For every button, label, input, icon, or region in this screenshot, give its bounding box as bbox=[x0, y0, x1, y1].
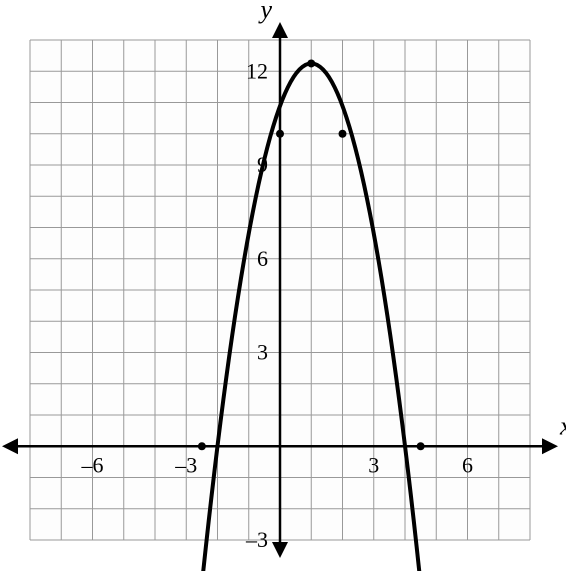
y-tick-label: 3 bbox=[257, 340, 268, 365]
x-tick-label: –3 bbox=[174, 452, 197, 477]
parabola-chart: –6–336–336912yx bbox=[0, 0, 566, 571]
y-tick-label: 12 bbox=[246, 58, 268, 83]
x-tick-label: –6 bbox=[81, 452, 104, 477]
chart-svg: –6–336–336912yx bbox=[0, 0, 566, 571]
data-point bbox=[339, 130, 347, 138]
data-point bbox=[276, 130, 284, 138]
x-tick-label: 6 bbox=[462, 452, 473, 477]
data-point bbox=[307, 59, 315, 67]
y-tick-label: –3 bbox=[245, 527, 268, 552]
x-axis-label: x bbox=[559, 411, 566, 440]
y-axis-label: y bbox=[257, 0, 272, 24]
data-point bbox=[417, 442, 425, 450]
y-tick-label: 6 bbox=[257, 246, 268, 271]
data-point bbox=[198, 442, 206, 450]
x-tick-label: 3 bbox=[368, 452, 379, 477]
